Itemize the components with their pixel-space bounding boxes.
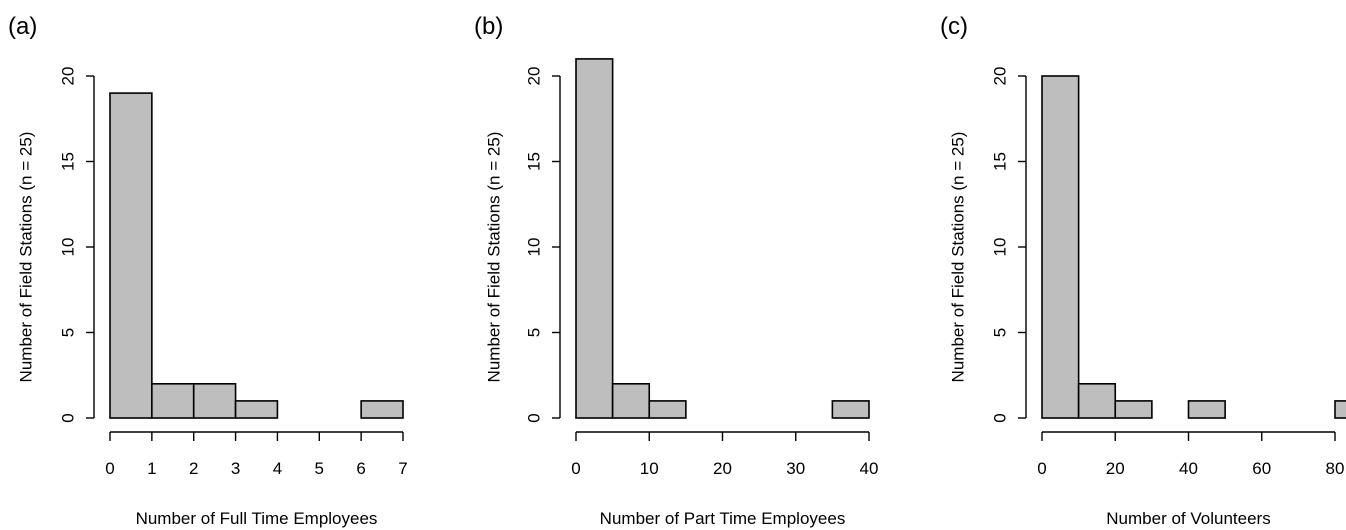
histogram-bar bbox=[151, 382, 195, 419]
x-tick-label: 0 bbox=[105, 459, 114, 478]
histogram-bar bbox=[1334, 400, 1346, 419]
panel-label: (a) bbox=[8, 13, 37, 40]
x-axis-title: Number of Volunteers bbox=[1106, 509, 1270, 528]
histogram-bar bbox=[109, 92, 153, 419]
x-axis-title: Number of Full Time Employees bbox=[136, 509, 378, 528]
histogram-bar bbox=[831, 400, 870, 419]
x-tick-label: 40 bbox=[860, 459, 879, 478]
y-axis-title: Number of Field Stations (n = 25) bbox=[17, 132, 36, 383]
histogram-bar bbox=[360, 400, 404, 419]
y-tick-label: 15 bbox=[59, 152, 78, 171]
x-tick-label: 1 bbox=[147, 459, 156, 478]
x-tick-label: 0 bbox=[1037, 459, 1046, 478]
panel-label: (c) bbox=[940, 13, 968, 40]
histogram-bar bbox=[1187, 400, 1226, 419]
y-tick-label: 5 bbox=[991, 328, 1010, 337]
y-tick-label: 10 bbox=[991, 238, 1010, 257]
x-tick-label: 30 bbox=[786, 459, 805, 478]
x-tick-label: 10 bbox=[640, 459, 659, 478]
x-tick-label: 4 bbox=[273, 459, 282, 478]
x-tick-label: 3 bbox=[231, 459, 240, 478]
y-tick-label: 20 bbox=[525, 67, 544, 86]
x-tick-label: 20 bbox=[713, 459, 732, 478]
y-tick-label: 15 bbox=[525, 152, 544, 171]
y-tick-label: 10 bbox=[525, 238, 544, 257]
x-tick-label: 80 bbox=[1326, 459, 1345, 478]
histogram-bar bbox=[1041, 75, 1080, 419]
histogram-bar bbox=[575, 58, 614, 419]
x-tick-label: 0 bbox=[571, 459, 580, 478]
panel-b: (b) 0 5 10 15 20 0 10 20 30 40 Number of Part Time … bbox=[474, 13, 878, 528]
x-tick-label: 20 bbox=[1106, 459, 1125, 478]
histogram-bar bbox=[611, 382, 651, 419]
y-axis-title: Number of Field Stations (n = 25) bbox=[949, 132, 968, 383]
x-tick-label: 2 bbox=[189, 459, 198, 478]
x-tick-label: 7 bbox=[398, 459, 407, 478]
histogram-bar bbox=[648, 400, 687, 419]
x-axis-title: Number of Part Time Employees bbox=[600, 509, 846, 528]
x-tick-label: 40 bbox=[1179, 459, 1198, 478]
y-tick-label: 0 bbox=[991, 413, 1010, 422]
x-tick-label: 5 bbox=[315, 459, 324, 478]
histogram-bar bbox=[192, 382, 237, 419]
y-tick-label: 10 bbox=[59, 238, 78, 257]
histogram-bar bbox=[1114, 400, 1153, 419]
y-tick-label: 5 bbox=[59, 328, 78, 337]
y-tick-label: 15 bbox=[991, 152, 1010, 171]
histogram-bar bbox=[234, 400, 279, 419]
y-tick-label: 20 bbox=[59, 67, 78, 86]
y-tick-label: 0 bbox=[525, 413, 544, 422]
panel-c: (c) 0 5 10 15 20 0 20 40 60 80 Number of Volunteers… bbox=[940, 13, 1346, 528]
y-tick-label: 20 bbox=[991, 67, 1010, 86]
panel-label: (b) bbox=[474, 13, 503, 40]
panel-a: (a) 0 5 10 15 20 0 1 2 3 4 5 6 7 Number of Full Time E… bbox=[8, 13, 408, 528]
y-tick-label: 5 bbox=[525, 328, 544, 337]
y-tick-label: 0 bbox=[59, 413, 78, 422]
y-axis-title: Number of Field Stations (n = 25) bbox=[485, 132, 504, 383]
histogram-bar bbox=[1077, 382, 1117, 419]
x-tick-label: 6 bbox=[356, 459, 365, 478]
x-tick-label: 60 bbox=[1252, 459, 1271, 478]
